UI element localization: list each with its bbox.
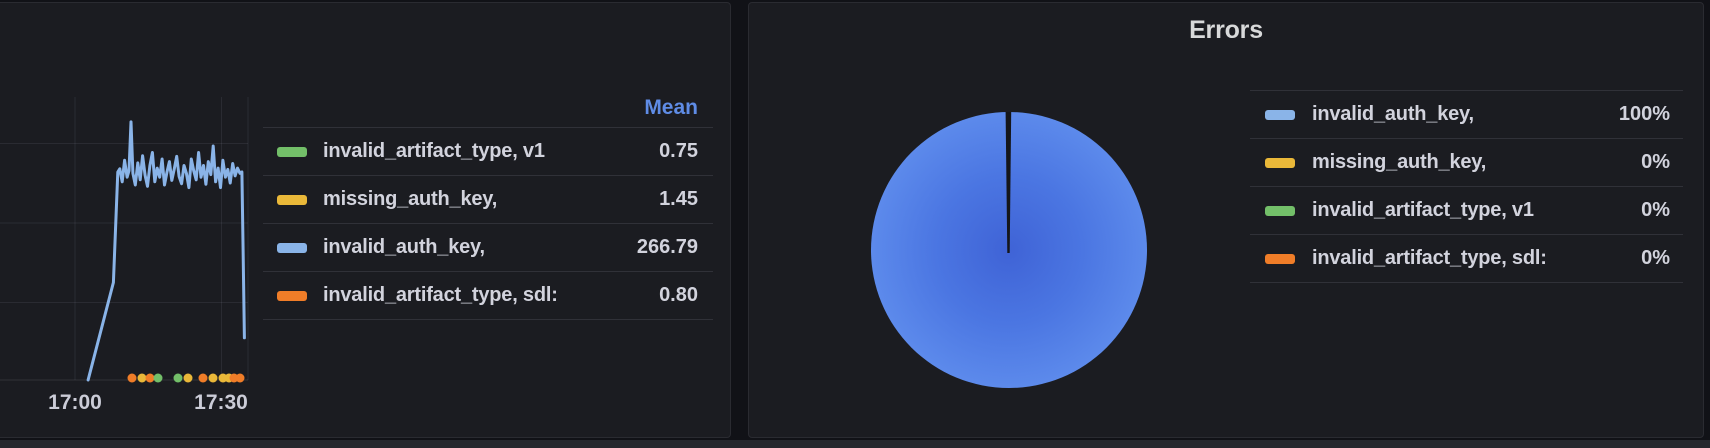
legend-series-label[interactable]: invalid_auth_key, [323, 236, 485, 258]
x-axis-tick-1700: 17:00 [48, 391, 102, 414]
legend-row: invalid_artifact_type, v1 0% [1250, 186, 1683, 234]
legend-row: missing_auth_key, 0% [1250, 138, 1683, 186]
green-series-swatch[interactable] [1265, 205, 1295, 216]
green-series-swatch[interactable] [277, 146, 307, 157]
legend-series-value: 0% [1641, 247, 1670, 269]
legend-row: invalid_artifact_type, v1 0.75 [263, 127, 713, 175]
panel-title[interactable]: Errors [1189, 16, 1263, 44]
legend-series-value: 1.45 [659, 188, 698, 210]
yellow-series-swatch[interactable] [1265, 157, 1295, 168]
blue-series-swatch[interactable] [1265, 109, 1295, 120]
legend-series-value: 0.80 [659, 284, 698, 306]
legend-series-label[interactable]: missing_auth_key, [323, 188, 498, 210]
legend-series-label[interactable]: invalid_artifact_type, v1 [1312, 199, 1534, 221]
legend-row: invalid_auth_key, 100% [1250, 90, 1683, 138]
orange-series-swatch[interactable] [277, 290, 307, 301]
legend-series-label[interactable]: missing_auth_key, [1312, 151, 1487, 173]
legend-row: invalid_artifact_type, sdl: 0.80 [263, 271, 713, 319]
orange-series-swatch[interactable] [1265, 253, 1295, 264]
x-axis-tick-1730: 17:30 [194, 391, 248, 414]
yellow-series-swatch[interactable] [277, 194, 307, 205]
legend-row: invalid_artifact_type, sdl: 0% [1250, 234, 1683, 282]
legend-series-label[interactable]: invalid_artifact_type, sdl: [1312, 247, 1547, 269]
legend-series-label[interactable]: invalid_auth_key, [1312, 103, 1474, 125]
pie-slice-divider [1005, 112, 1012, 253]
legend-series-label[interactable]: invalid_artifact_type, sdl: [323, 284, 558, 306]
legend-row: invalid_auth_key, 266.79 [263, 223, 713, 271]
legend-series-value: 0% [1641, 199, 1670, 221]
pie-chart [871, 112, 1147, 388]
blue-series-swatch[interactable] [277, 242, 307, 253]
pie-legend-table: invalid_auth_key, 100% missing_auth_key, 0%… [1250, 90, 1683, 283]
legend-series-value: 0% [1641, 151, 1670, 173]
legend-series-label[interactable]: invalid_artifact_type, v1 [323, 140, 545, 162]
legend-series-value: 266.79 [636, 236, 698, 258]
page-background-strip [0, 440, 1710, 448]
legend-series-value: 0.75 [659, 140, 698, 162]
legend-row: missing_auth_key, 1.45 [263, 175, 713, 223]
legend-mean-column-header[interactable]: Mean [644, 95, 698, 119]
legend-series-value: 100% [1618, 103, 1670, 125]
timeseries-legend-table: Mean invalid_artifact_type, v1 0.75 missin… [263, 88, 713, 320]
